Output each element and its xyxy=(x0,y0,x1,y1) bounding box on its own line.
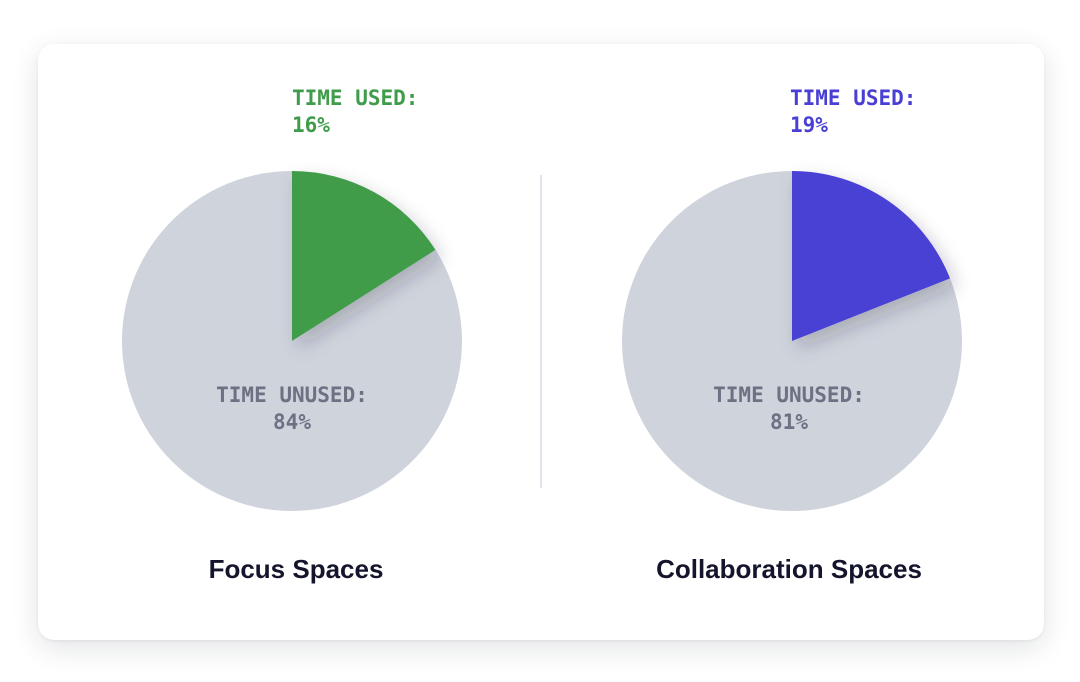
pie-slice-collaboration-used xyxy=(792,171,951,341)
collaboration-time-used-title: TIME USED: xyxy=(790,86,917,110)
focus-spaces-title: Focus Spaces xyxy=(208,554,384,584)
collaboration-time-used-value: 19% xyxy=(790,113,828,137)
collaboration-time-unused-label: TIME UNUSED: 81% xyxy=(689,382,889,436)
pie-focus-spaces xyxy=(122,171,462,511)
chart-divider xyxy=(540,175,542,488)
focus-time-used-value: 16% xyxy=(292,113,330,137)
focus-time-used-title: TIME USED: xyxy=(292,86,419,110)
focus-time-unused-title: TIME UNUSED: xyxy=(216,383,368,407)
collaboration-time-used-label: TIME USED: 19% xyxy=(790,85,916,139)
pie-collaboration-spaces xyxy=(622,171,962,511)
focus-time-unused-label: TIME UNUSED: 84% xyxy=(192,382,392,436)
collaboration-time-unused-value: 81% xyxy=(770,410,808,434)
pie-slice-focus-used xyxy=(292,171,436,341)
focus-time-unused-value: 84% xyxy=(273,410,311,434)
collaboration-spaces-title: Collaboration Spaces xyxy=(656,554,922,584)
collaboration-time-unused-title: TIME UNUSED: xyxy=(713,383,865,407)
focus-time-used-label: TIME USED: 16% xyxy=(292,85,418,139)
